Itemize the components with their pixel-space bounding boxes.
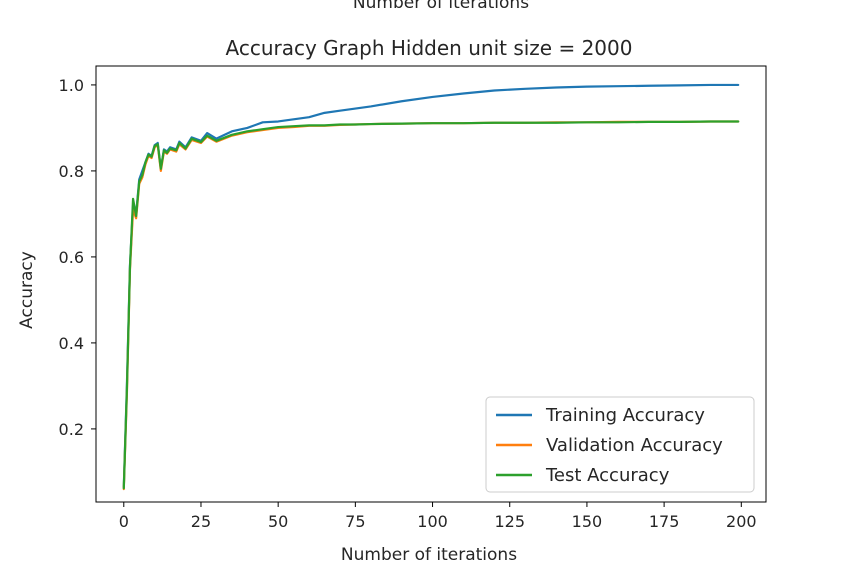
y-tick-label: 0.2 xyxy=(59,420,84,439)
x-tick-label: 50 xyxy=(268,512,288,531)
y-tick-label: 0.8 xyxy=(59,162,84,181)
y-axis-label: Accuracy xyxy=(17,251,37,329)
x-tick-label: 175 xyxy=(649,512,680,531)
legend-label: Test Accuracy xyxy=(545,465,670,486)
x-tick-label: 25 xyxy=(191,512,211,531)
y-tick-label: 0.4 xyxy=(59,334,84,353)
legend-box xyxy=(485,396,755,493)
clipped-top-text: Number of iterations xyxy=(353,0,529,13)
x-axis-label: Number of iterations xyxy=(341,545,517,565)
x-tick-label: 200 xyxy=(726,512,757,531)
x-tick-label: 150 xyxy=(572,512,603,531)
chart-title: Accuracy Graph Hidden unit size = 2000 xyxy=(226,36,633,60)
x-axis-ticks: 0 25 50 75 100 125 150 175 200 xyxy=(119,502,757,531)
x-tick-label: 125 xyxy=(494,512,525,531)
legend-label: Validation Accuracy xyxy=(546,435,723,456)
legend-label: Training Accuracy xyxy=(545,405,705,426)
x-tick-label: 75 xyxy=(345,512,365,531)
x-tick-label: 100 xyxy=(417,512,448,531)
series-line-3 xyxy=(122,120,740,490)
y-axis-ticks: 0.2 0.4 0.6 0.8 1.0 xyxy=(59,76,96,439)
y-tick-label: 1.0 xyxy=(59,76,84,95)
legend: Training Accuracy Validation Accuracy Test… xyxy=(485,396,755,493)
x-tick-label: 0 xyxy=(119,512,129,531)
series-layer xyxy=(122,83,740,491)
y-tick-label: 0.6 xyxy=(59,248,84,267)
plot-frame xyxy=(95,65,767,503)
